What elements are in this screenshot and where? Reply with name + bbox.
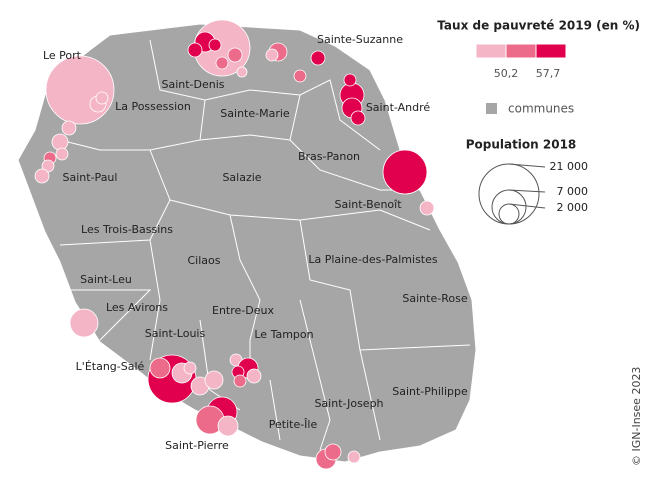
legend-swatch (475, 43, 507, 59)
commune-label: L'Étang-Salé (76, 360, 145, 373)
legend-size-circle (491, 189, 527, 225)
legend-leader (508, 163, 546, 168)
legend-leader (508, 203, 546, 209)
commune-label: Les Avirons (106, 301, 168, 314)
commune-label: Saint-Pierre (165, 439, 229, 452)
legend-swatch (535, 43, 567, 59)
commune-label: La Plaine-des-Palmistes (308, 253, 438, 266)
legend-communes-swatch (486, 103, 497, 114)
commune-label: Saint-Denis (161, 78, 224, 91)
commune-label: Saint-Philippe (392, 385, 468, 398)
commune-label: La Possession (115, 100, 191, 113)
legend-swatch (505, 43, 537, 59)
commune-label: Saint-Joseph (314, 397, 383, 410)
commune-label: Sainte-Suzanne (317, 33, 403, 46)
legend-communes: communes (508, 102, 574, 116)
commune-label: Entre-Deux (212, 304, 274, 317)
legend-size-label: 7 000 (557, 185, 589, 198)
legend-size-label: 21 000 (550, 160, 589, 173)
legend-break: 57,7 (536, 67, 561, 80)
commune-label: Salazie (222, 171, 261, 184)
commune-label: Sainte-Marie (220, 107, 290, 120)
legend-size-circle (498, 203, 520, 225)
commune-label: Le Tampon (254, 328, 313, 341)
legend-title: Taux de pauvreté 2019 (en %) (437, 19, 640, 33)
commune-label: Saint-Benoît (334, 198, 402, 211)
legend-size-title: Population 2018 (466, 138, 577, 152)
legend-size-label: 2 000 (557, 201, 589, 214)
legend-leader (508, 189, 546, 193)
credit: © IGN-Insee 2023 (630, 367, 643, 466)
commune-label: Le Port (43, 49, 82, 62)
commune-label: Saint-André (366, 101, 431, 114)
commune-label: Petite-Île (269, 418, 318, 431)
legend-size-circle (478, 163, 540, 225)
population-bubbles (34, 19, 435, 470)
commune-label: Saint-Leu (80, 273, 132, 286)
island (17, 23, 477, 463)
legend-break: 50,2 (494, 67, 519, 80)
legend: Taux de pauvreté 2019 (en %) 50,2 57,7 c… (437, 19, 640, 225)
commune-label: Bras-Panon (298, 150, 360, 163)
commune-label: Cilaos (188, 254, 221, 267)
commune-label: Saint-Paul (63, 171, 118, 184)
commune-label: Les Trois-Bassins (81, 223, 173, 236)
commune-label: Saint-Louis (145, 327, 206, 340)
commune-label: Sainte-Rose (402, 292, 467, 305)
commune-labels: Le Port Saint-Denis Sainte-Suzanne La Po… (43, 33, 468, 452)
